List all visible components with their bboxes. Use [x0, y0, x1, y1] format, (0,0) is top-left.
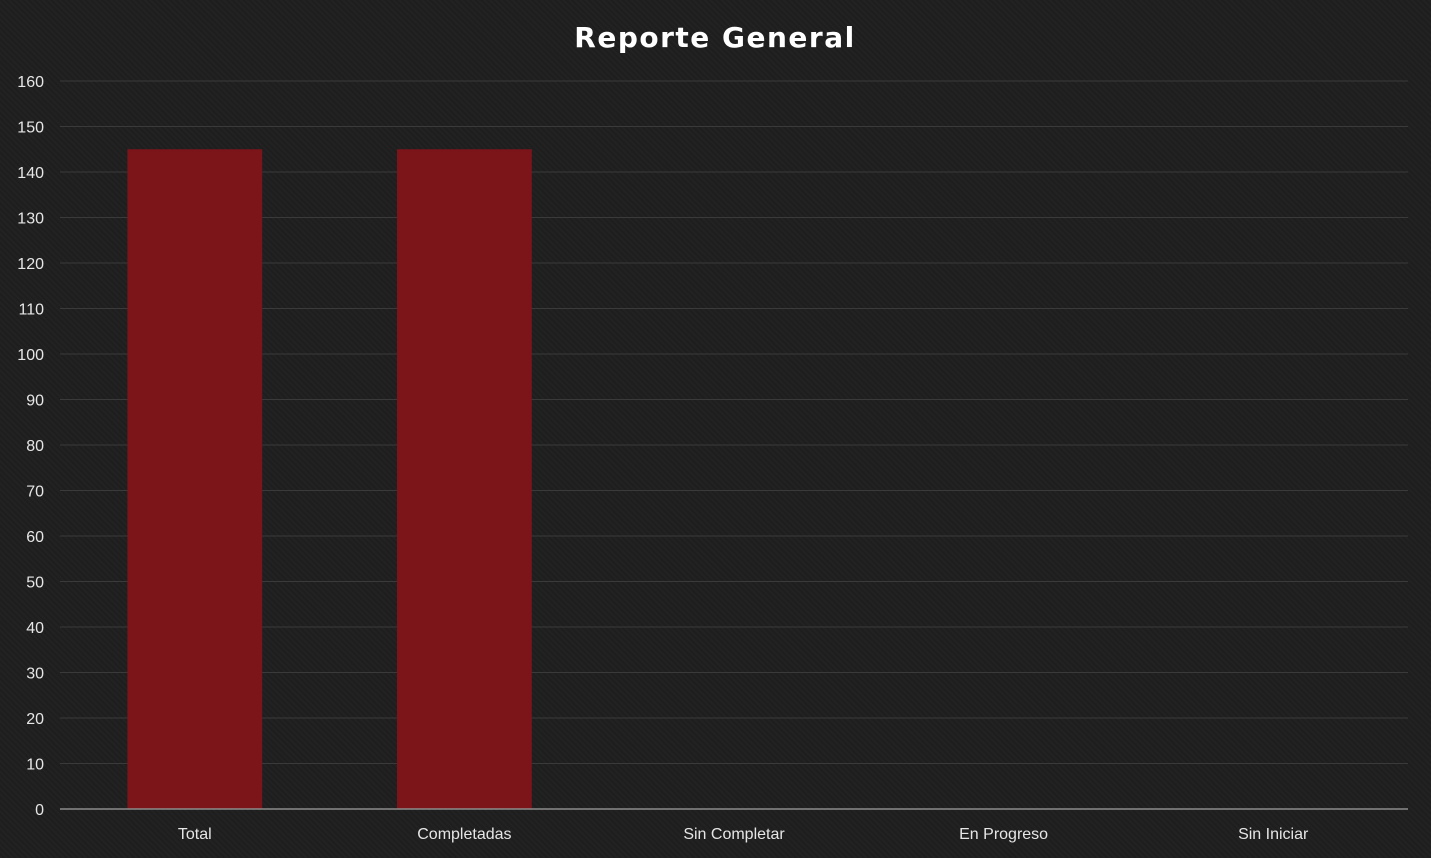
y-tick-label: 120 [17, 256, 44, 273]
gridlines [60, 80, 1408, 764]
y-tick-label: 30 [26, 666, 44, 683]
y-axis-ticks: 0 10 20 30 40 50 60 70 80 90 100 110 120 130 140 150 160 [17, 74, 44, 819]
y-tick-label: 50 [26, 575, 44, 592]
y-tick-label: 130 [17, 211, 44, 228]
y-tick-label: 0 [35, 802, 44, 819]
y-tick-label: 90 [26, 393, 44, 410]
x-category-label: Sin Iniciar [1238, 826, 1309, 843]
y-tick-label: 70 [26, 484, 44, 501]
bar-total [127, 149, 263, 809]
x-category-label: Total [178, 826, 212, 843]
y-tick-label: 60 [26, 529, 44, 546]
y-tick-label: 160 [17, 74, 44, 91]
y-tick-label: 10 [26, 757, 44, 774]
x-category-label: Completadas [417, 826, 511, 843]
x-category-label: En Progreso [959, 826, 1048, 843]
chart-title: Reporte General [574, 21, 855, 54]
y-tick-label: 20 [26, 711, 44, 728]
y-tick-label: 140 [17, 165, 44, 182]
bar-completadas [397, 149, 532, 809]
y-tick-label: 100 [17, 347, 44, 364]
y-tick-label: 150 [17, 120, 44, 137]
y-tick-label: 110 [18, 302, 44, 319]
x-category-label: Sin Completar [683, 826, 785, 843]
y-tick-label: 80 [26, 438, 44, 455]
bars [127, 149, 532, 809]
y-tick-label: 40 [26, 620, 44, 637]
x-axis-categories: Total Completadas Sin Completar En Progreso… [178, 826, 1309, 843]
